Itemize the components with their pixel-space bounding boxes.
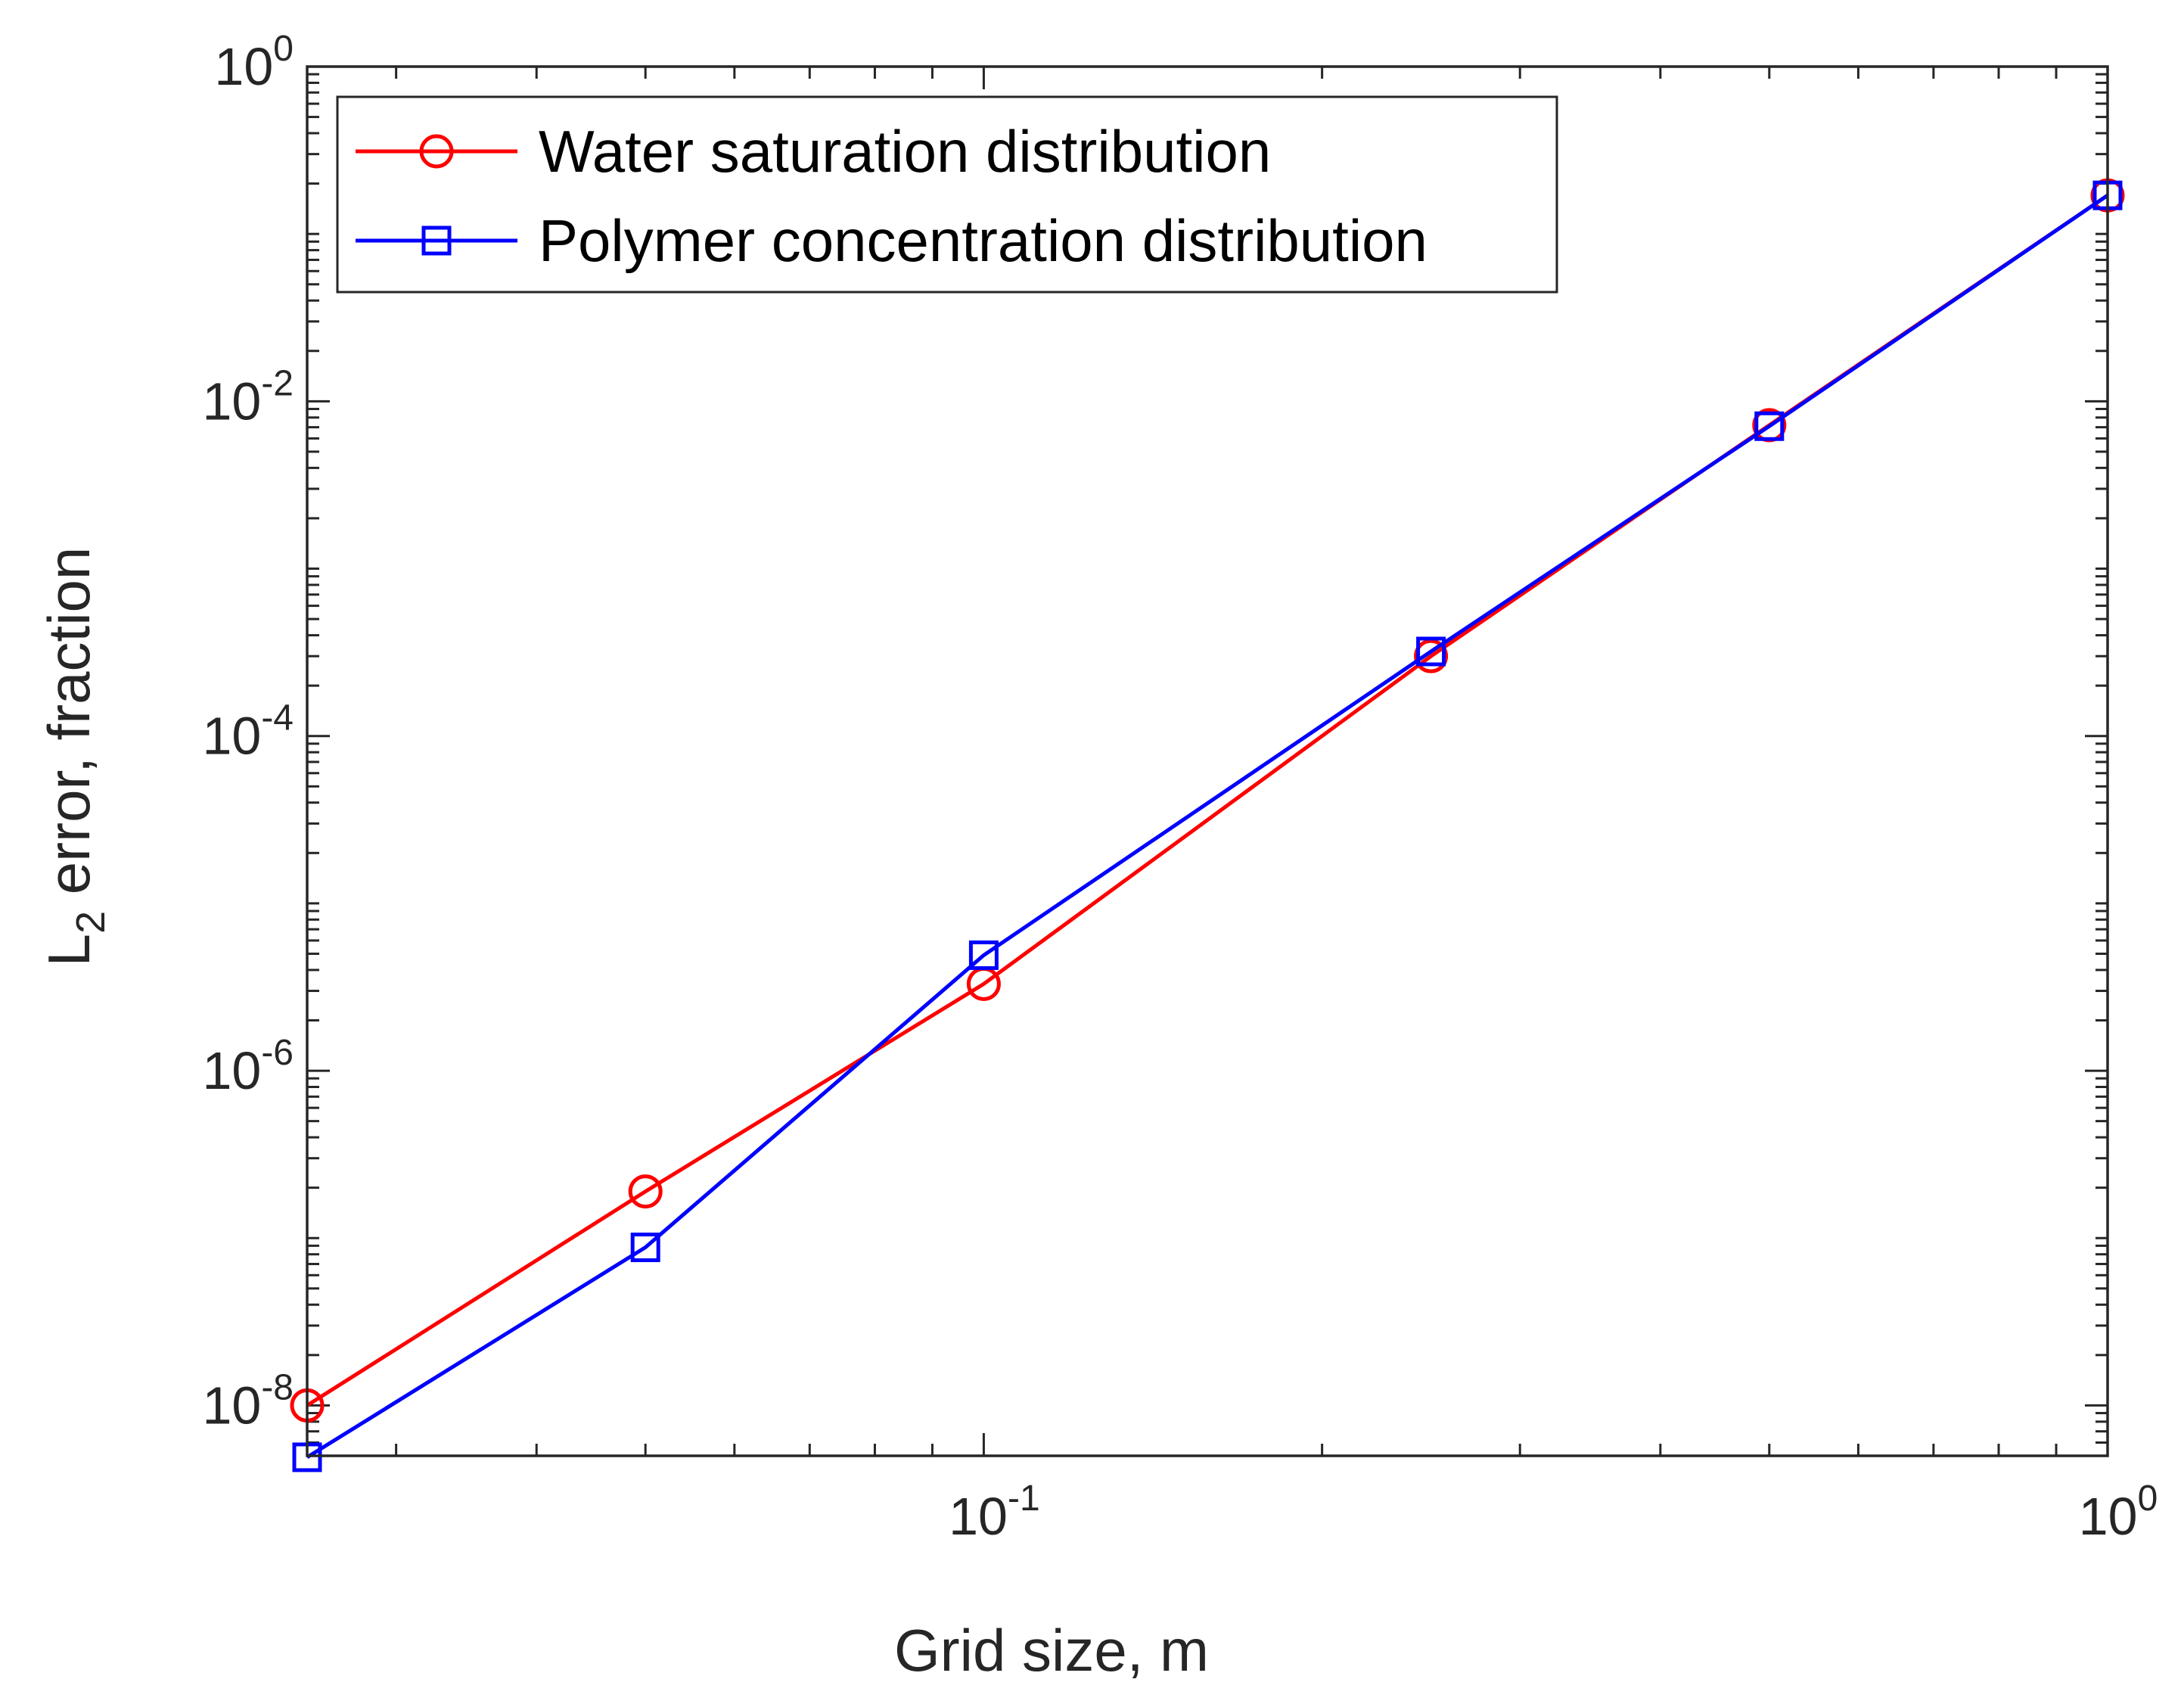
y-tick-label-exponent: 0 [273, 29, 294, 69]
y-tick-label-exponent: -4 [261, 698, 294, 739]
y-tick-label-exponent: -2 [261, 363, 294, 403]
data-point-circle [1414, 639, 1449, 673]
plot-series [290, 178, 2125, 1472]
data-point-circle [628, 1174, 663, 1209]
plot-box [306, 65, 2109, 1457]
x-axis-title: Grid size, m [894, 1617, 1209, 1684]
data-point-square [968, 940, 999, 970]
plot-frame [306, 65, 2109, 1457]
y-tick-label-base: 10 [214, 37, 273, 96]
legend-square-marker [421, 225, 452, 256]
y-axis-title: L2 error, fraction [36, 547, 113, 967]
series-1 [290, 178, 2125, 1423]
legend-box [336, 95, 1558, 294]
y-tick-label-base: 10 [202, 1041, 261, 1100]
y-tick-label: 10-2 [202, 363, 294, 431]
legend-label: Water saturation distribution [539, 118, 1271, 185]
y-tick-label-base: 10 [202, 1376, 261, 1435]
data-point-square [1416, 636, 1446, 667]
x-tick-label-exponent: -1 [1008, 1479, 1040, 1519]
x-tick-label-base: 10 [949, 1487, 1008, 1546]
y-tick-label: 10-8 [202, 1367, 294, 1435]
y-tick-label: 100 [214, 29, 294, 96]
y-tick-label-base: 10 [202, 707, 261, 766]
legend-circle-marker [419, 134, 454, 169]
series-line [306, 194, 2109, 1460]
legend-item: Water saturation distribution [356, 118, 1271, 185]
y-tick-label: 10-4 [202, 698, 294, 766]
series-line [306, 194, 2109, 1407]
y-tick-label: 10-6 [202, 1033, 294, 1100]
legend: Water saturation distribution Polymer con… [336, 95, 1558, 294]
legend-label: Polymer concentration distribution [539, 207, 1428, 274]
data-point-square [1754, 411, 1785, 441]
y-tick-label-exponent: -8 [261, 1367, 294, 1407]
y-tick-label-exponent: -6 [261, 1033, 294, 1073]
legend-item: Polymer concentration distribution [356, 207, 1428, 274]
y-axis-title-base: L [36, 934, 102, 966]
ticks [307, 65, 2109, 1457]
y-tick-label-base: 10 [202, 372, 261, 431]
data-point-square [630, 1233, 660, 1263]
x-tick-label: 10-1 [949, 1479, 1040, 1546]
y-axis-title-rest: error, fraction [36, 547, 102, 911]
x-tick-label: 100 [2079, 1479, 2158, 1546]
x-tick-label-exponent: 0 [2138, 1479, 2158, 1519]
y-axis-title-subscript: 2 [68, 911, 113, 934]
series-2 [292, 180, 2123, 1472]
x-tick-label-base: 10 [2079, 1487, 2138, 1546]
